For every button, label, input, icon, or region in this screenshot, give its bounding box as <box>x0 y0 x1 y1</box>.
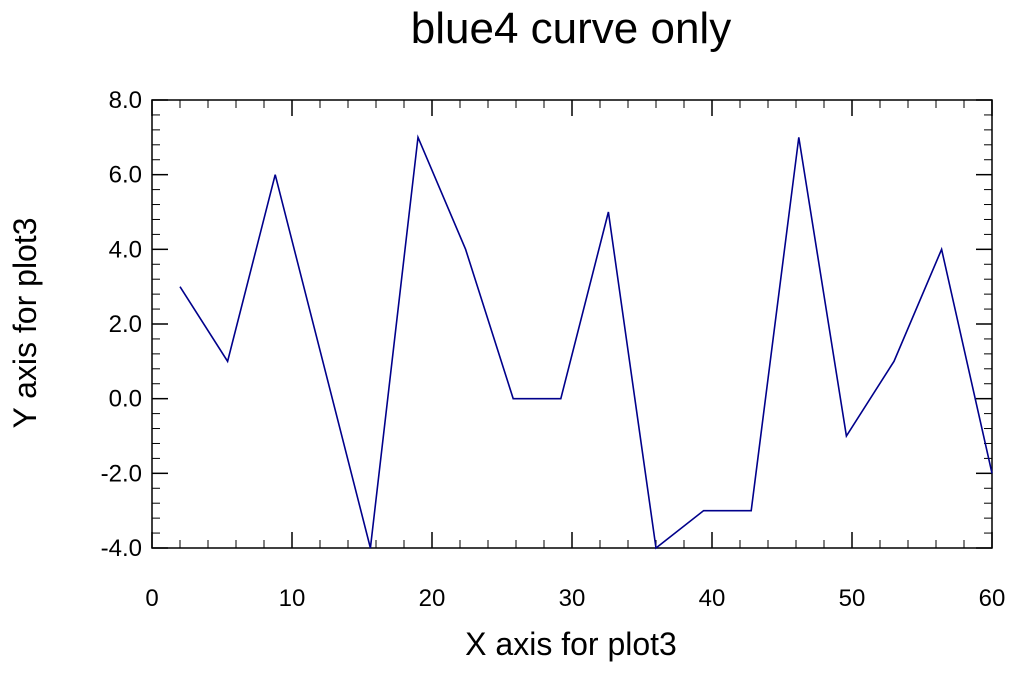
minor-ticks <box>152 100 992 548</box>
y-tick-label: 6.0 <box>109 162 142 189</box>
y-tick-label: -4.0 <box>101 535 142 562</box>
series-line-0 <box>179 134 993 550</box>
major-ticks <box>151 99 993 549</box>
x-tick-label: 0 <box>145 585 158 612</box>
series-layer <box>179 134 993 550</box>
x-tick-label: 40 <box>699 585 726 612</box>
y-tick-label: 8.0 <box>109 87 142 114</box>
plot-area <box>151 99 993 549</box>
x-tick-label: 50 <box>839 585 866 612</box>
x-axis-label: X axis for plot3 <box>465 626 677 662</box>
x-tick-labels: 0 10 20 30 40 50 60 <box>145 585 1005 612</box>
x-tick-label: 20 <box>419 585 446 612</box>
plot-border <box>151 99 993 549</box>
x-tick-label: 30 <box>559 585 586 612</box>
y-tick-labels: -4.0 -2.0 0.0 2.0 4.0 6.0 8.0 <box>101 87 142 562</box>
x-tick-label: 10 <box>279 585 306 612</box>
y-tick-label: 2.0 <box>109 311 142 338</box>
y-tick-label: 0.0 <box>109 386 142 413</box>
chart-title: blue4 curve only <box>411 4 731 53</box>
y-axis-label: Y axis for plot3 <box>7 217 43 428</box>
x-tick-label: 60 <box>979 585 1006 612</box>
y-tick-label: 4.0 <box>109 236 142 263</box>
y-tick-label: -2.0 <box>101 460 142 487</box>
